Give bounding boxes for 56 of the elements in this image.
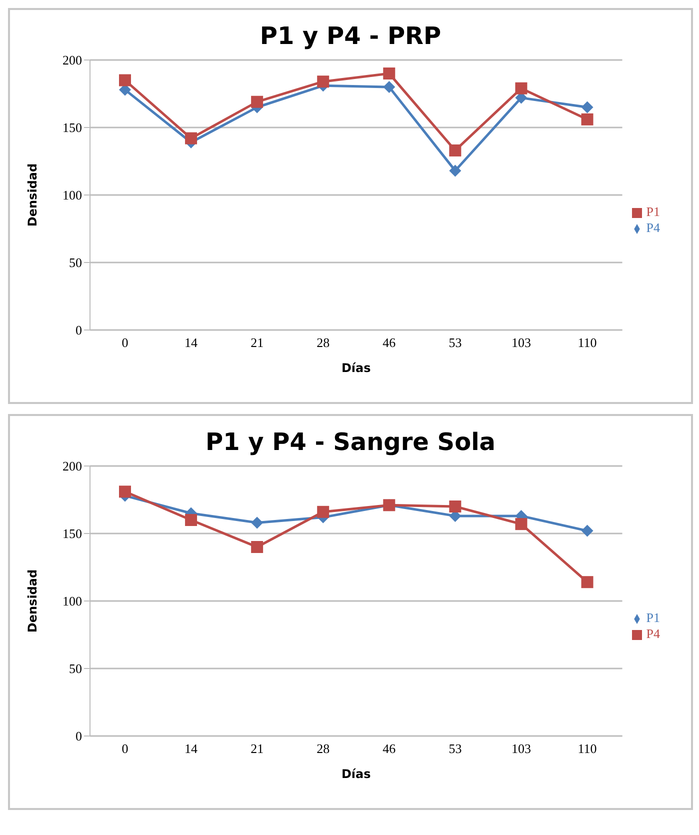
point [119, 486, 131, 498]
legend-label: P4 [646, 626, 660, 641]
x-tick-label: 0 [122, 741, 128, 756]
point [515, 82, 528, 94]
chart-title: P1 y P4 - PRP [258, 22, 442, 50]
x-tick-label: 53 [448, 335, 462, 350]
x-tick-label: 53 [448, 741, 462, 756]
point [581, 101, 594, 114]
point [317, 76, 330, 88]
x-tick-label: 28 [316, 335, 330, 350]
x-tick-label: 14 [184, 335, 198, 350]
x-tick-label: 103 [511, 741, 531, 756]
x-tick-label: 28 [316, 741, 330, 756]
y-tick-label: 100 [62, 594, 82, 609]
x-tick-label: 46 [382, 741, 396, 756]
x-tick-label: 103 [511, 335, 531, 350]
x-axis-title: Días [341, 361, 371, 375]
y-axis-title: Densidad [25, 163, 40, 227]
point [119, 74, 131, 86]
x-tick-label: 46 [382, 335, 396, 350]
x-tick-label: 21 [250, 335, 264, 350]
y-tick-label: 50 [69, 661, 82, 676]
y-tick-label: 150 [62, 526, 82, 542]
point [251, 96, 264, 108]
y-tick-label: 100 [62, 188, 82, 203]
point [449, 144, 462, 156]
point [515, 518, 528, 530]
y-tick-label: 0 [76, 728, 82, 744]
x-tick-label: 14 [184, 741, 198, 756]
chart-title: P1 y P4 - Sangre Sola [204, 428, 496, 456]
point [185, 132, 198, 144]
point [383, 68, 396, 80]
y-tick-label: 0 [76, 322, 82, 338]
legend-label: P1 [646, 610, 660, 625]
x-axis-title: Días [341, 767, 371, 781]
legend-label: P4 [646, 220, 660, 235]
x-tick-label: 0 [122, 335, 128, 350]
point [449, 164, 462, 177]
x-tick-label: 110 [578, 335, 597, 350]
legend-label: P1 [646, 204, 660, 219]
x-tick-label: 21 [250, 741, 264, 756]
y-axis-title: Densidad [25, 569, 40, 633]
point [449, 500, 462, 512]
point [317, 506, 330, 518]
y-tick-label: 200 [62, 458, 82, 474]
y-tick-label: 50 [69, 255, 82, 270]
y-tick-label: 200 [62, 52, 82, 68]
point [581, 576, 594, 588]
point [185, 514, 198, 526]
point [581, 524, 594, 537]
point [581, 113, 594, 126]
x-tick-label: 110 [578, 741, 597, 756]
point [251, 516, 264, 529]
point [383, 81, 396, 93]
y-tick-label: 150 [62, 120, 82, 136]
point [251, 541, 264, 553]
